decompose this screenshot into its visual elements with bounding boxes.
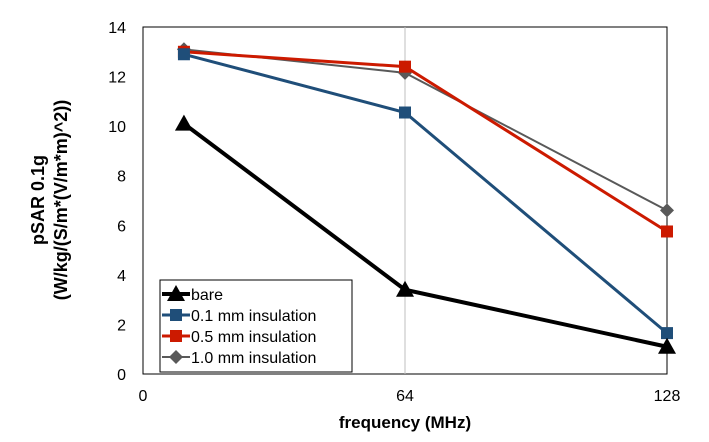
x-tick-label: 0 <box>139 388 148 405</box>
data-point <box>399 60 411 73</box>
data-point <box>658 337 676 354</box>
y-tick-label: 8 <box>117 169 126 186</box>
series-layer <box>174 42 676 354</box>
x-tick-label: 64 <box>396 388 414 405</box>
legend-item-1-0-mm-insulation: 1.0 mm insulation <box>162 350 316 367</box>
y-tick-label: 2 <box>117 317 126 334</box>
y-tick-label: 0 <box>117 367 126 384</box>
legend-label: 0.1 mm insulation <box>191 308 316 325</box>
data-point <box>174 114 193 131</box>
y-tick-label: 6 <box>117 218 126 235</box>
legend-item-0-1-mm-insulation: 0.1 mm insulation <box>162 308 316 325</box>
data-point <box>177 48 190 61</box>
data-point <box>396 280 414 297</box>
legend-swatch-marker <box>170 309 182 321</box>
data-point <box>661 225 673 238</box>
x-axis-label: frequency (MHz) <box>339 413 471 432</box>
series-bare <box>174 114 676 354</box>
y-axis-label-units: (W/kg/(S/m*(V/m*m)^2)) <box>51 100 71 301</box>
data-point <box>661 327 673 340</box>
tick-labels: 0 2 4 6 8 10 12 14 0 64 128 <box>108 20 680 405</box>
legend: bare 0.1 mm insulation 0.5 mm insulation 1.… <box>159 279 353 373</box>
y-tick-label: 4 <box>117 268 126 285</box>
legend-item-0-5-mm-insulation: 0.5 mm insulation <box>162 329 316 346</box>
data-point <box>660 203 674 218</box>
legend-swatch-marker <box>170 330 182 342</box>
legend-label: 0.5 mm insulation <box>191 329 316 346</box>
legend-box <box>159 279 353 373</box>
series-0-1-mm-insulation <box>177 48 673 340</box>
legend-label: bare <box>191 287 223 304</box>
y-tick-label: 10 <box>108 119 126 136</box>
y-tick-label: 14 <box>108 20 126 37</box>
legend-swatch-marker <box>169 350 183 364</box>
legend-label: 1.0 mm insulation <box>191 350 316 367</box>
y-tick-label: 12 <box>108 70 126 87</box>
data-point <box>399 106 411 119</box>
legend-item-bare: bare <box>162 285 223 304</box>
y-axis-label: pSAR 0.1g <box>28 155 48 245</box>
legend-swatch-marker <box>167 285 185 301</box>
x-tick-label: 128 <box>654 388 681 405</box>
